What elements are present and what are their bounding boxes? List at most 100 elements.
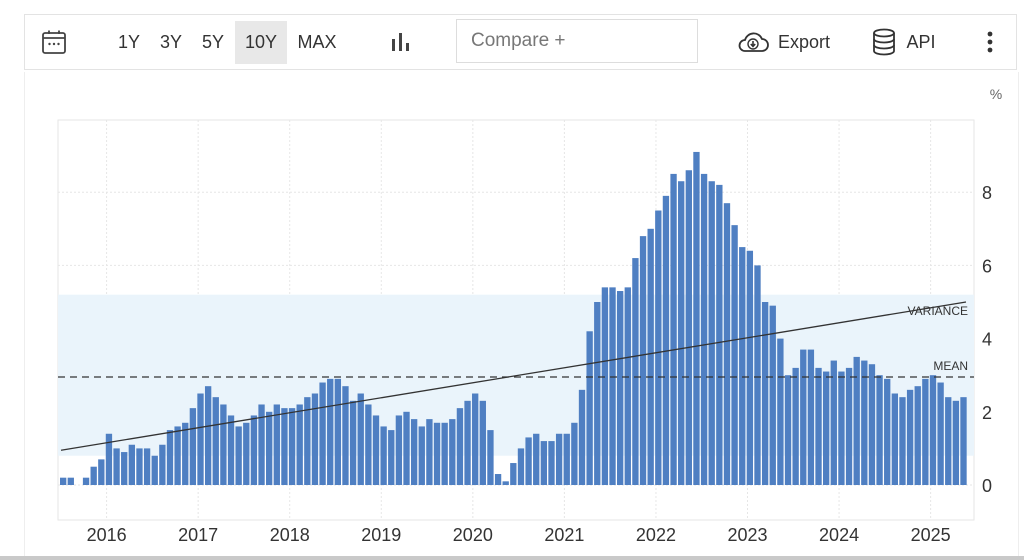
bar[interactable] (212, 397, 219, 485)
bar[interactable] (739, 247, 746, 485)
bar[interactable] (426, 419, 433, 485)
bar[interactable] (372, 415, 380, 485)
bar[interactable] (418, 426, 425, 485)
bar[interactable] (296, 404, 303, 485)
bar[interactable] (945, 397, 952, 485)
more-options-button[interactable] (975, 15, 1005, 69)
bar[interactable] (159, 444, 166, 485)
bar[interactable] (693, 151, 700, 485)
calendar-button[interactable] (37, 15, 71, 69)
bar[interactable] (388, 430, 395, 485)
bar[interactable] (365, 404, 372, 485)
bar[interactable] (182, 422, 189, 485)
bar[interactable] (708, 181, 715, 485)
bar[interactable] (67, 477, 74, 485)
bar[interactable] (174, 426, 181, 485)
bar[interactable] (685, 170, 692, 486)
range-button-max[interactable]: MAX (297, 32, 337, 52)
bar[interactable] (456, 408, 464, 485)
bar[interactable] (235, 426, 242, 485)
bar[interactable] (670, 173, 677, 485)
bar[interactable] (761, 302, 769, 485)
bar[interactable] (792, 367, 799, 485)
bar[interactable] (273, 404, 280, 485)
bar[interactable] (678, 181, 685, 485)
bar[interactable] (769, 305, 776, 485)
range-button-3y[interactable]: 3Y (159, 32, 183, 52)
bar[interactable] (594, 302, 601, 485)
bar[interactable] (266, 411, 273, 485)
bar[interactable] (250, 415, 258, 485)
compare-input[interactable]: Compare + (456, 19, 698, 63)
bar[interactable] (655, 210, 662, 486)
bar[interactable] (914, 386, 921, 485)
bar[interactable] (304, 397, 311, 485)
bar[interactable] (555, 433, 563, 485)
range-button-5y[interactable]: 5Y (201, 32, 225, 52)
chart-type-button[interactable] (385, 15, 415, 69)
bar[interactable] (632, 258, 639, 485)
bar[interactable] (838, 371, 845, 485)
bar[interactable] (60, 477, 67, 485)
bar[interactable] (609, 287, 616, 485)
bar[interactable] (319, 382, 326, 485)
bar[interactable] (891, 393, 898, 486)
bar[interactable] (700, 173, 708, 485)
bar[interactable] (121, 452, 128, 485)
bar[interactable] (143, 448, 151, 485)
bar[interactable] (243, 422, 250, 485)
bar[interactable] (494, 474, 502, 485)
bar[interactable] (616, 291, 624, 485)
bar[interactable] (830, 360, 837, 485)
range-button-10y[interactable]: 10Y (235, 21, 287, 64)
bar[interactable] (479, 400, 486, 485)
bar[interactable] (136, 448, 143, 485)
bar[interactable] (197, 393, 204, 486)
bar[interactable] (517, 448, 525, 485)
bar[interactable] (716, 184, 723, 485)
bar[interactable] (357, 393, 364, 486)
bar[interactable] (540, 441, 548, 485)
bar[interactable] (128, 444, 135, 485)
bar[interactable] (220, 404, 227, 485)
bar[interactable] (433, 422, 441, 485)
bar[interactable] (227, 415, 235, 485)
bar[interactable] (410, 419, 418, 485)
bar[interactable] (403, 411, 410, 485)
bar[interactable] (601, 287, 609, 485)
bar[interactable] (533, 433, 540, 485)
bar[interactable] (922, 378, 929, 485)
bar[interactable] (639, 236, 647, 485)
bar[interactable] (327, 378, 334, 485)
bar[interactable] (960, 397, 967, 485)
api-button[interactable]: API (871, 15, 937, 69)
bar[interactable] (578, 389, 586, 485)
bar[interactable] (487, 430, 494, 485)
bar[interactable] (784, 375, 792, 485)
bar[interactable] (563, 433, 570, 485)
bar[interactable] (647, 228, 654, 486)
bar[interactable] (380, 426, 387, 485)
bar[interactable] (861, 360, 868, 485)
bar[interactable] (311, 393, 319, 486)
bar[interactable] (98, 459, 105, 485)
bar[interactable] (548, 441, 555, 485)
bar[interactable] (754, 265, 761, 485)
bar[interactable] (929, 375, 937, 485)
bar[interactable] (288, 408, 296, 485)
bar[interactable] (571, 422, 578, 485)
bar[interactable] (464, 400, 471, 485)
bar[interactable] (502, 481, 509, 485)
bar[interactable] (449, 419, 456, 485)
bar[interactable] (937, 382, 944, 485)
bar[interactable] (731, 225, 738, 485)
bar[interactable] (334, 378, 342, 485)
bar[interactable] (899, 397, 906, 485)
bar[interactable] (472, 393, 479, 486)
bar[interactable] (952, 400, 960, 485)
range-button-1y[interactable]: 1Y (117, 32, 141, 52)
bar[interactable] (586, 331, 593, 485)
bar[interactable] (151, 455, 158, 485)
bar[interactable] (624, 287, 631, 485)
bar[interactable] (189, 408, 197, 485)
